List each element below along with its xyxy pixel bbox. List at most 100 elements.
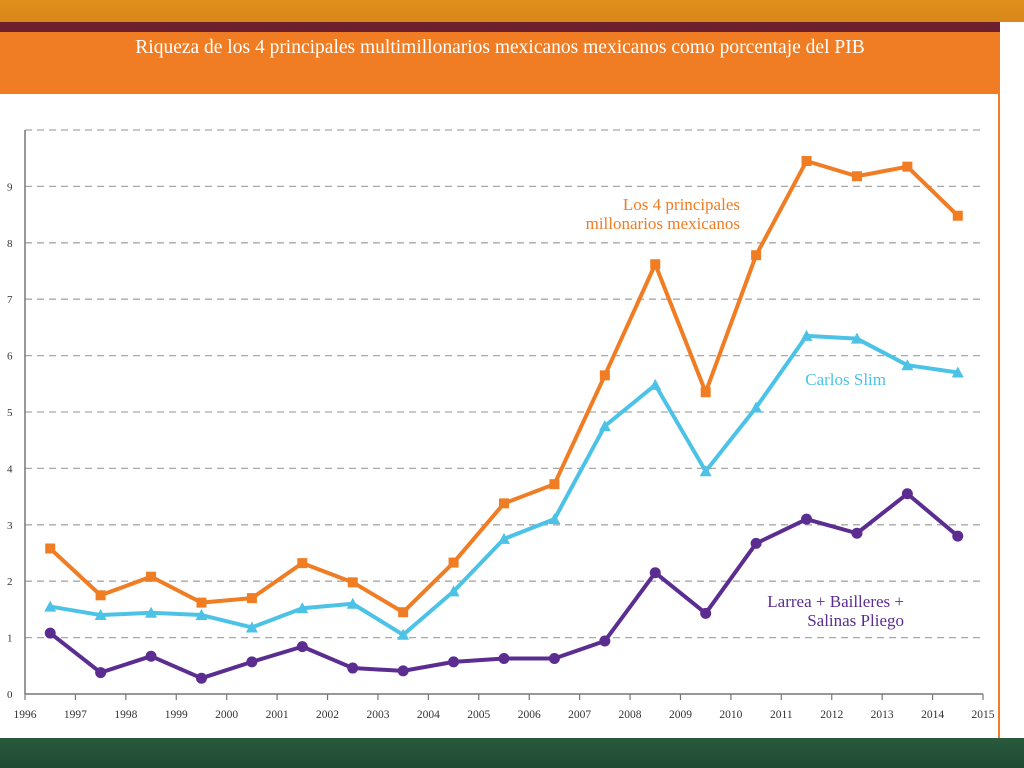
x-tick-label: 2002 bbox=[316, 709, 339, 721]
x-tick-label: 2004 bbox=[417, 709, 440, 721]
y-tick-label: 3 bbox=[7, 520, 13, 532]
data-point-circle bbox=[195, 672, 207, 684]
y-tick-label: 4 bbox=[7, 463, 13, 475]
x-tick-label: 2012 bbox=[820, 709, 843, 721]
data-point-square bbox=[700, 387, 711, 398]
data-point-square bbox=[902, 161, 913, 172]
data-point-circle bbox=[145, 650, 157, 662]
data-point-circle bbox=[44, 627, 56, 639]
y-tick-label: 1 bbox=[7, 633, 13, 645]
data-point-triangle bbox=[346, 597, 359, 609]
y-tick-label: 7 bbox=[7, 294, 13, 306]
data-point-triangle bbox=[649, 378, 662, 390]
data-point-square bbox=[751, 250, 762, 261]
data-point-triangle bbox=[598, 420, 611, 432]
y-tick-label: 0 bbox=[7, 689, 13, 701]
y-tick-label: 5 bbox=[7, 407, 13, 419]
y-tick-label: 6 bbox=[7, 351, 13, 363]
data-point-square bbox=[246, 593, 257, 604]
data-point-triangle bbox=[750, 401, 763, 413]
data-point-square bbox=[45, 543, 56, 554]
data-point-square bbox=[599, 370, 610, 381]
y-tick-label: 2 bbox=[7, 576, 13, 588]
data-point-triangle bbox=[699, 465, 712, 477]
series-label: millonarios mexicanos bbox=[586, 214, 740, 233]
x-tick-label: 2010 bbox=[719, 709, 742, 721]
data-point-square bbox=[801, 156, 812, 167]
x-tick-label: 2015 bbox=[972, 709, 995, 721]
data-point-circle bbox=[498, 652, 510, 664]
series-label: Los 4 principales bbox=[623, 195, 740, 214]
x-tick-label: 1996 bbox=[14, 709, 37, 721]
data-point-square bbox=[952, 210, 963, 221]
series-label: Salinas Pliego bbox=[807, 611, 904, 630]
y-tick-label: 9 bbox=[7, 181, 13, 193]
maroon-stripe bbox=[0, 22, 1000, 32]
top-decorative-band bbox=[0, 0, 1024, 22]
data-point-circle bbox=[851, 527, 863, 539]
x-tick-label: 2006 bbox=[518, 709, 541, 721]
series-group bbox=[44, 156, 964, 684]
x-tick-label: 2001 bbox=[266, 709, 289, 721]
bottom-decorative-band bbox=[0, 738, 1024, 768]
data-point-circle bbox=[296, 641, 308, 653]
x-tick-label: 2009 bbox=[669, 709, 692, 721]
x-tick-label: 2014 bbox=[921, 709, 944, 721]
data-point-triangle bbox=[245, 621, 258, 633]
x-tick-label: 1997 bbox=[64, 709, 87, 721]
data-point-triangle bbox=[94, 609, 107, 621]
data-point-circle bbox=[548, 652, 560, 664]
series-line bbox=[48, 491, 960, 681]
data-point-circle bbox=[599, 635, 611, 647]
data-point-square bbox=[398, 607, 409, 618]
line-chart: 0 1 2 3 4 5 6 7 8 9 1996 1997 1998 1999 2000 2001 2002 20… bbox=[7, 129, 995, 721]
data-point-triangle bbox=[548, 513, 561, 525]
data-point-triangle bbox=[145, 606, 158, 618]
data-point-triangle bbox=[498, 532, 510, 544]
x-tick-label: 1998 bbox=[114, 709, 137, 721]
series-label: Carlos Slim bbox=[805, 370, 886, 389]
data-point-square bbox=[549, 479, 560, 490]
axes: 0 1 2 3 4 5 6 7 8 9 1996 1997 1998 1999 2000 2001 2002 20… bbox=[7, 130, 995, 721]
data-point-triangle bbox=[44, 600, 57, 612]
right-margin-strip bbox=[1000, 22, 1024, 738]
chart-frame-right-border bbox=[998, 94, 1000, 738]
y-tick-label: 8 bbox=[7, 238, 13, 250]
x-tick-label: 2008 bbox=[619, 709, 642, 721]
data-point-triangle bbox=[195, 609, 208, 621]
data-point-circle bbox=[397, 665, 409, 677]
data-point-triangle bbox=[296, 602, 309, 614]
data-point-square bbox=[499, 498, 509, 509]
chart-title: Riqueza de los 4 principales multimillon… bbox=[0, 32, 1000, 94]
x-tick-label: 2003 bbox=[366, 709, 389, 721]
series-label: Larrea + Bailleres + bbox=[767, 592, 904, 611]
x-tick-label: 1999 bbox=[165, 709, 188, 721]
data-point-circle bbox=[801, 513, 813, 525]
data-point-square bbox=[95, 590, 106, 601]
data-point-triangle bbox=[951, 366, 964, 378]
data-point-square bbox=[146, 571, 157, 582]
data-point-triangle bbox=[397, 628, 410, 640]
grid-lines bbox=[25, 129, 983, 639]
data-point-square bbox=[448, 557, 459, 568]
data-point-triangle bbox=[901, 359, 914, 371]
data-point-circle bbox=[246, 656, 258, 668]
data-point-square bbox=[196, 597, 207, 608]
x-tick-label: 2000 bbox=[215, 709, 238, 721]
data-point-circle bbox=[95, 667, 107, 679]
data-point-square bbox=[347, 577, 358, 588]
data-point-circle bbox=[448, 656, 460, 668]
x-tick-label: 2011 bbox=[770, 709, 793, 721]
data-point-circle bbox=[649, 567, 661, 579]
data-point-triangle bbox=[447, 585, 460, 597]
data-point-triangle bbox=[800, 329, 813, 341]
data-point-circle bbox=[952, 530, 964, 542]
x-tick-label: 2005 bbox=[467, 709, 490, 721]
x-tick-label: 2007 bbox=[568, 709, 591, 721]
data-point-circle bbox=[700, 607, 712, 619]
x-tick-label: 2013 bbox=[871, 709, 894, 721]
data-point-triangle bbox=[850, 332, 863, 344]
data-point-square bbox=[297, 558, 308, 569]
data-point-circle bbox=[750, 537, 762, 549]
